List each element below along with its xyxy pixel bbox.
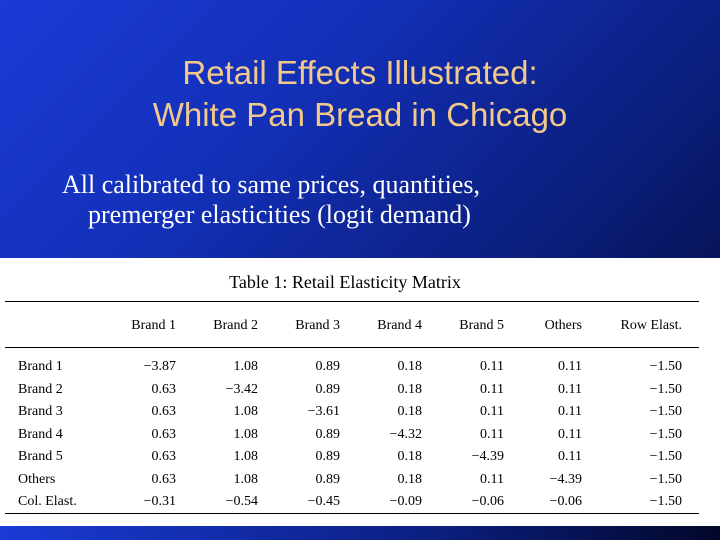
- table-cell: −1.50: [649, 426, 682, 442]
- table-cell: 1.08: [233, 404, 259, 420]
- table-cell: 1.08: [233, 426, 259, 442]
- table-cell: 0.18: [397, 381, 423, 397]
- column-header: Brand 5: [459, 318, 504, 333]
- table-bottom-rule: [5, 513, 699, 514]
- table-cell: 1.08: [233, 449, 259, 465]
- table-top-rule: [5, 301, 699, 302]
- column-header: Brand 3: [295, 318, 340, 333]
- table-cell: 0.18: [397, 449, 423, 465]
- table-cell: 0.11: [480, 404, 504, 420]
- table-cell: 0.11: [558, 404, 582, 420]
- table-cell: 0.11: [558, 426, 582, 442]
- table-row: Others 0.63 1.08 0.89 0.18 0.11 −4.39 −1…: [10, 469, 682, 492]
- table-cell: 1.08: [233, 471, 259, 487]
- slide-title: Retail Effects Illustrated: White Pan Br…: [0, 52, 720, 136]
- table-cell: 0.11: [480, 471, 504, 487]
- column-header: Brand 4: [377, 318, 422, 333]
- table-cell: 0.18: [397, 404, 423, 420]
- column-header: [10, 318, 110, 344]
- table-cell: 0.63: [151, 471, 177, 487]
- table-cell: −3.42: [225, 381, 258, 397]
- slide-bottom-band: [0, 526, 720, 540]
- subtitle-line-2: premerger elasticities (logit demand): [88, 200, 471, 229]
- table-row: Brand 1 −3.87 1.08 0.89 0.18 0.11 0.11 −…: [10, 344, 682, 379]
- table-cell: 0.11: [480, 426, 504, 442]
- table-caption: Table 1: Retail Elasticity Matrix: [229, 272, 461, 292]
- table-cell: −1.50: [649, 359, 682, 375]
- table-cell: −1.50: [649, 494, 682, 510]
- table-cell: 0.11: [558, 381, 582, 397]
- table-cell: −0.54: [225, 494, 258, 510]
- row-label: Brand 2: [18, 381, 63, 397]
- table-cell: −4.32: [389, 426, 422, 442]
- row-label: Brand 3: [18, 404, 63, 420]
- table-cell: 0.63: [151, 426, 177, 442]
- table-cell: −0.09: [389, 494, 422, 510]
- table-cell: 1.08: [233, 359, 259, 375]
- column-header: Brand 1: [131, 318, 176, 333]
- table-cell: 0.11: [558, 359, 582, 375]
- table-cell: 0.89: [315, 449, 341, 465]
- table-cell: 0.89: [315, 426, 341, 442]
- table-cell: −1.50: [649, 404, 682, 420]
- table-cell: 0.89: [315, 471, 341, 487]
- table-row: Brand 4 0.63 1.08 0.89 −4.32 0.11 0.11 −…: [10, 424, 682, 447]
- elasticity-matrix: Brand 1 Brand 2 Brand 3 Brand 4 Brand 5 …: [10, 318, 682, 514]
- table-row: Brand 3 0.63 1.08 −3.61 0.18 0.11 0.11 −…: [10, 401, 682, 424]
- table-cell: 0.18: [397, 471, 423, 487]
- column-header: Brand 2: [213, 318, 258, 333]
- table-cell: 0.11: [558, 449, 582, 465]
- row-label: Brand 4: [18, 426, 63, 442]
- table-cell: −3.61: [307, 404, 340, 420]
- table-cell: −1.50: [649, 471, 682, 487]
- slide-subtitle: All calibrated to same prices, quantitie…: [62, 170, 682, 230]
- table-cell: −0.06: [471, 494, 504, 510]
- table-cell: 0.63: [151, 381, 177, 397]
- table-cell: −0.31: [143, 494, 176, 510]
- table-cell: 0.11: [480, 381, 504, 397]
- table-cell: 0.89: [315, 381, 341, 397]
- table-cell: 0.63: [151, 449, 177, 465]
- row-label: Others: [18, 471, 56, 487]
- table-cell: −1.50: [649, 449, 682, 465]
- table-cell: −4.39: [471, 449, 504, 465]
- table-cell: −4.39: [549, 471, 582, 487]
- table-row: Col. Elast. −0.31 −0.54 −0.45 −0.09 −0.0…: [10, 491, 682, 514]
- elasticity-table-panel: Table 1: Retail Elasticity Matrix Brand …: [0, 258, 720, 526]
- table-cell: 0.63: [151, 404, 177, 420]
- row-label: Brand 5: [18, 449, 63, 465]
- table-cell: −3.87: [143, 359, 176, 375]
- table-cell: 0.11: [480, 359, 504, 375]
- table-cell: −1.50: [649, 381, 682, 397]
- row-label: Brand 1: [18, 359, 63, 375]
- slide-title-line-1: Retail Effects Illustrated:: [182, 54, 538, 91]
- table-cell: 0.89: [315, 359, 341, 375]
- table-header-rule: [5, 347, 699, 348]
- table-cell: −0.45: [307, 494, 340, 510]
- table-header-row: Brand 1 Brand 2 Brand 3 Brand 4 Brand 5 …: [10, 318, 682, 344]
- table-row: Brand 5 0.63 1.08 0.89 0.18 −4.39 0.11 −…: [10, 446, 682, 469]
- column-header: Others: [544, 318, 582, 333]
- table-cell: −0.06: [549, 494, 582, 510]
- row-label: Col. Elast.: [18, 494, 77, 510]
- slide-title-line-2: White Pan Bread in Chicago: [152, 96, 568, 133]
- subtitle-line-1: All calibrated to same prices, quantitie…: [62, 170, 481, 199]
- column-header: Row Elast.: [620, 318, 682, 333]
- table-cell: 0.18: [397, 359, 423, 375]
- table-row: Brand 2 0.63 −3.42 0.89 0.18 0.11 0.11 −…: [10, 379, 682, 402]
